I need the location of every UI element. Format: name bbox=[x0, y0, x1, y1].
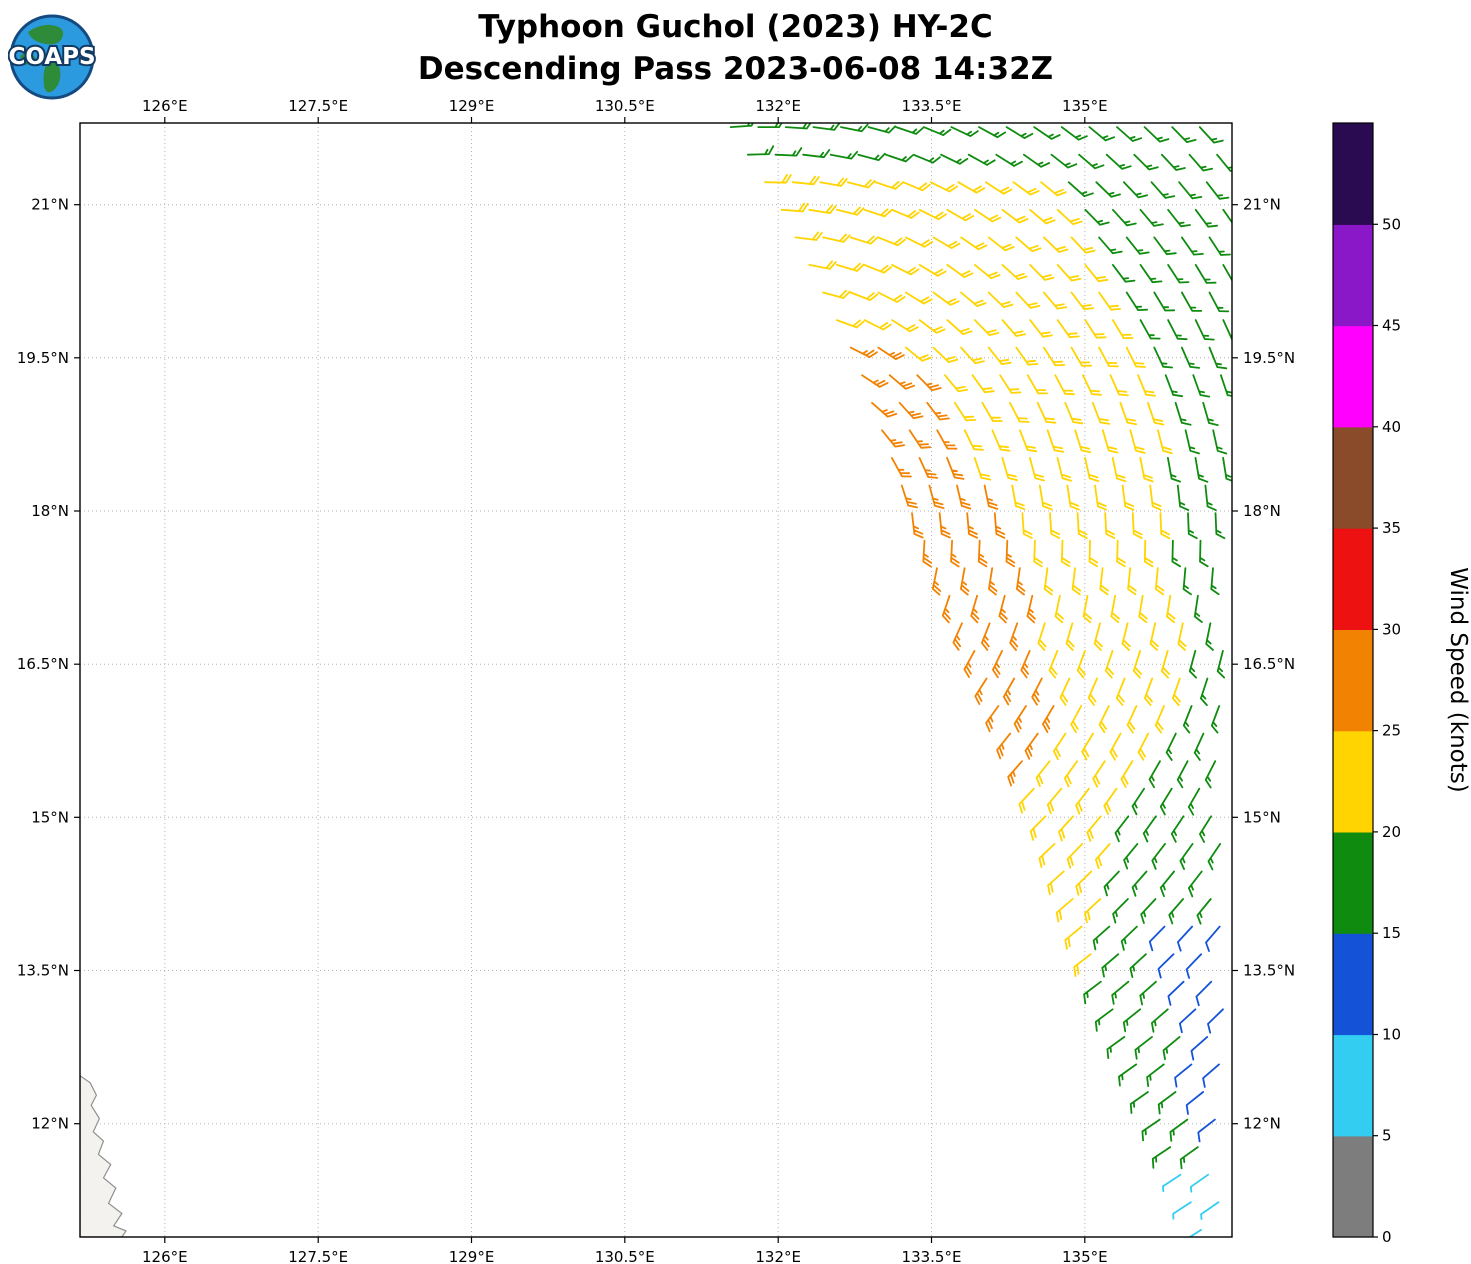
svg-text:0: 0 bbox=[1382, 1228, 1392, 1246]
colorbar-segment bbox=[1333, 629, 1373, 732]
svg-text:12°N: 12°N bbox=[1243, 1115, 1281, 1133]
svg-text:135°E: 135°E bbox=[1062, 1248, 1108, 1264]
colorbar-segment bbox=[1333, 1135, 1373, 1238]
svg-text:135°E: 135°E bbox=[1062, 97, 1108, 115]
svg-text:132°E: 132°E bbox=[755, 1248, 801, 1264]
svg-text:15: 15 bbox=[1382, 924, 1401, 942]
plot-border bbox=[79, 122, 1233, 1238]
svg-text:25: 25 bbox=[1382, 722, 1401, 740]
svg-text:132°E: 132°E bbox=[755, 97, 801, 115]
svg-text:35: 35 bbox=[1382, 519, 1401, 537]
logo-continent-west bbox=[20, 53, 36, 65]
svg-text:130.5°E: 130.5°E bbox=[595, 97, 655, 115]
wind-barb-set bbox=[1148, 925, 1224, 1143]
wind-barbs bbox=[729, 123, 1232, 1237]
grid-lines bbox=[80, 123, 1232, 1237]
svg-text:18°N: 18°N bbox=[1243, 502, 1281, 520]
title-line-1: Typhoon Guchol (2023) HY-2C bbox=[478, 9, 993, 45]
title-line-2: Descending Pass 2023-06-08 14:32Z bbox=[417, 51, 1054, 87]
svg-text:129°E: 129°E bbox=[449, 1248, 495, 1264]
wind-barb-set bbox=[729, 123, 1232, 1170]
colorbar-segment bbox=[1333, 1034, 1373, 1137]
colorbar-tick-labels: 0 5 10 15 20 25 30 35 40 45 50 bbox=[1373, 215, 1401, 1246]
svg-text:30: 30 bbox=[1382, 620, 1401, 638]
svg-text:20: 20 bbox=[1382, 823, 1401, 841]
colorbar-segment bbox=[1333, 224, 1373, 327]
svg-text:16.5°N: 16.5°N bbox=[1243, 655, 1295, 673]
colorbar-segment bbox=[1333, 325, 1373, 428]
colorbar-segment bbox=[1333, 528, 1373, 630]
svg-text:10: 10 bbox=[1382, 1026, 1401, 1044]
coaps-logo: COAPS bbox=[8, 14, 96, 100]
svg-text:13.5°N: 13.5°N bbox=[17, 962, 69, 980]
lon-axis-labels-top: 126°E 127.5°E 129°E 130.5°E 132°E 133.5°E 135°… bbox=[142, 97, 1108, 115]
lon-axis-labels-bottom: 126°E 127.5°E 129°E 130.5°E 132°E 133.5°E 135°… bbox=[142, 1248, 1108, 1264]
colorbar-segment bbox=[1333, 123, 1373, 225]
svg-text:133.5°E: 133.5°E bbox=[902, 97, 962, 115]
svg-text:133.5°E: 133.5°E bbox=[902, 1248, 962, 1264]
coastline bbox=[80, 1074, 127, 1237]
svg-text:127.5°E: 127.5°E bbox=[288, 1248, 348, 1264]
svg-text:40: 40 bbox=[1382, 418, 1401, 436]
svg-text:19.5°N: 19.5°N bbox=[1243, 349, 1295, 367]
plot-title: Typhoon Guchol (2023) HY-2C Descending P… bbox=[0, 6, 1471, 90]
axis-ticks bbox=[74, 117, 1238, 1243]
colorbar-segment bbox=[1333, 831, 1373, 934]
wind-barb-set bbox=[849, 346, 1055, 787]
lat-axis-labels-left: 21°N 19.5°N 18°N 16.5°N 15°N 13.5°N 12°N bbox=[17, 196, 69, 1133]
colorbar-outline bbox=[1332, 122, 1374, 1238]
svg-text:21°N: 21°N bbox=[31, 196, 69, 214]
svg-text:12°N: 12°N bbox=[31, 1115, 69, 1133]
svg-text:13.5°N: 13.5°N bbox=[1243, 962, 1295, 980]
svg-text:127.5°E: 127.5°E bbox=[288, 97, 348, 115]
wind-barb-set bbox=[1162, 1173, 1220, 1237]
svg-text:50: 50 bbox=[1382, 215, 1401, 233]
svg-text:126°E: 126°E bbox=[142, 97, 188, 115]
svg-text:19.5°N: 19.5°N bbox=[17, 349, 69, 367]
svg-text:130.5°E: 130.5°E bbox=[595, 1248, 655, 1264]
logo-continent-north bbox=[28, 24, 64, 45]
svg-text:5: 5 bbox=[1382, 1127, 1392, 1145]
svg-text:21°N: 21°N bbox=[1243, 196, 1281, 214]
logo-continent-south bbox=[43, 61, 61, 93]
svg-text:15°N: 15°N bbox=[31, 808, 69, 826]
colorbar: Wind Speed (knots) bbox=[1332, 122, 1471, 1238]
wind-barb-set bbox=[764, 174, 1187, 977]
svg-text:126°E: 126°E bbox=[142, 1248, 188, 1264]
colorbar-segment bbox=[1333, 933, 1373, 1036]
lat-axis-labels-right: 21°N 19.5°N 18°N 16.5°N 15°N 13.5°N 12°N bbox=[1243, 196, 1295, 1133]
colorbar-axis-label: Wind Speed (knots) bbox=[1445, 567, 1471, 792]
svg-text:18°N: 18°N bbox=[31, 502, 69, 520]
logo-text: COAPS bbox=[8, 44, 95, 70]
svg-text:129°E: 129°E bbox=[449, 97, 495, 115]
colorbar-segment bbox=[1333, 426, 1373, 529]
svg-text:45: 45 bbox=[1382, 317, 1401, 335]
svg-text:16.5°N: 16.5°N bbox=[17, 655, 69, 673]
colorbar-segment bbox=[1333, 730, 1373, 833]
svg-text:15°N: 15°N bbox=[1243, 808, 1281, 826]
